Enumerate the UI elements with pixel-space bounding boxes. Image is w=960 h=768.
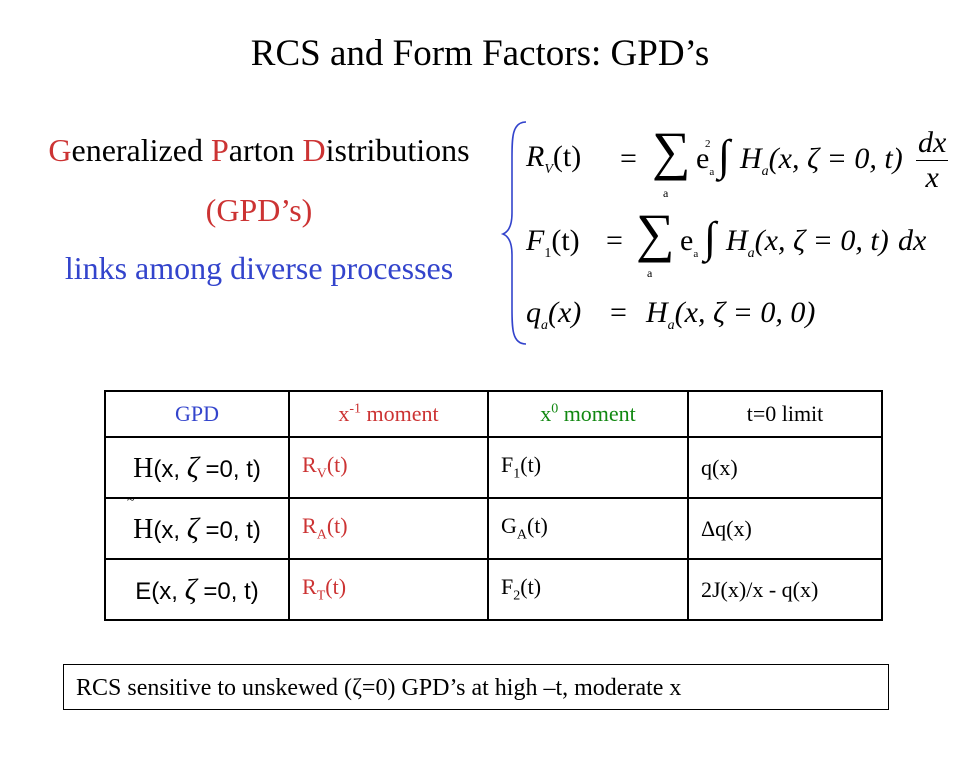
moments-table: GPD x-1 moment x0 moment t=0 limit H(x, … bbox=[104, 390, 883, 621]
table-row: H(x, ζ =0, t) RV(t) F1(t) q(x) bbox=[104, 436, 883, 499]
eq-rv-sum: ∑ bbox=[652, 124, 691, 178]
gpd-heading-g: G bbox=[48, 132, 72, 168]
eq-f1-dx: dx bbox=[898, 224, 927, 257]
eq-qa-equals: = bbox=[610, 296, 627, 329]
eq-qa-gpd: Ha(x, ζ = 0, 0) bbox=[646, 296, 816, 333]
links-text: links among diverse processes bbox=[64, 250, 454, 286]
gpd-heading-d: D bbox=[302, 132, 326, 168]
eq-f1-sum: ∑ bbox=[636, 203, 675, 263]
equation-f1: F1(t) bbox=[526, 224, 580, 261]
x-0-moment-cell: F2(t) bbox=[487, 558, 689, 621]
eq-rv-sum-index: a bbox=[663, 186, 669, 200]
gpd-cell: H(x, ζ =0, t) bbox=[104, 436, 290, 499]
eq-f1-equals: = bbox=[606, 224, 623, 257]
eq-rv-equals: = bbox=[620, 142, 637, 175]
t-zero-limit-cell: q(x) bbox=[687, 436, 883, 499]
gpd-abbreviation: (GPD’s) bbox=[205, 192, 313, 228]
t-zero-limit-cell: 2J(x)/x - q(x) bbox=[687, 558, 883, 621]
t-zero-limit-cell: Δq(x) bbox=[687, 497, 883, 560]
equation-qa: qa(x) bbox=[526, 296, 582, 333]
eq-rv-e-sub: a bbox=[709, 166, 715, 178]
eq-rv-integral: ∫ bbox=[718, 131, 731, 180]
eq-rv-e-sup: 2 bbox=[705, 138, 711, 150]
eq-f1-gpd: Ha(x, ζ = 0, t) bbox=[726, 224, 889, 261]
eq-rv-gpd: Ha(x, ζ = 0, t) bbox=[740, 142, 903, 179]
curly-brace-icon bbox=[500, 121, 527, 345]
header-x-minus-1-moment: x-1 moment bbox=[288, 390, 489, 438]
gpd-heading-p-rest: arton bbox=[228, 132, 303, 168]
eq-rv-sum-symbol: ∑ bbox=[652, 121, 691, 181]
tilde-mark: ~ bbox=[127, 493, 135, 508]
x-0-moment-cell: F1(t) bbox=[487, 436, 689, 499]
gpd-heading: Generalized Parton Distributions bbox=[14, 132, 504, 169]
page-title: RCS and Form Factors: GPD’s bbox=[250, 33, 710, 74]
x-minus-1-moment-cell: RV(t) bbox=[288, 436, 489, 499]
equation-rv: RV(t) bbox=[526, 140, 581, 178]
footer-note: RCS sensitive to unskewed (ζ=0) GPD’s at… bbox=[63, 664, 889, 710]
x-minus-1-moment-cell: RA(t) bbox=[288, 497, 489, 560]
eq-rv-charge: ea bbox=[696, 142, 714, 178]
eq-rv-arg: (t) bbox=[552, 140, 582, 173]
eq-f1-sum-index: a bbox=[647, 266, 653, 280]
gpd-heading-d-rest: istributions bbox=[325, 132, 470, 168]
gpd-cell: E(x, ζ =0, t) bbox=[104, 558, 290, 621]
header-t-zero-limit: t=0 limit bbox=[687, 390, 883, 438]
eq-rv-lhs: R bbox=[526, 140, 545, 173]
x-0-moment-cell: GA(t) bbox=[487, 497, 689, 560]
eq-f1-charge: ea bbox=[680, 224, 699, 260]
gpd-heading-g-rest: eneralized bbox=[71, 132, 211, 168]
table-row: ~ H(x, ζ =0, t) RA(t) GA(t) Δq(x) bbox=[104, 493, 883, 560]
x-minus-1-moment-cell: RT(t) bbox=[288, 558, 489, 621]
table-header-row: GPD x-1 moment x0 moment t=0 limit bbox=[104, 390, 883, 438]
gpd-heading-p: P bbox=[210, 132, 229, 168]
eq-rv-sub: V bbox=[544, 162, 553, 177]
eq-f1-integral: ∫ bbox=[704, 213, 717, 262]
eq-rv-fraction: dx x bbox=[916, 126, 949, 194]
header-gpd: GPD bbox=[104, 390, 290, 438]
table-row: E(x, ζ =0, t) RT(t) F2(t) 2J(x)/x - q(x) bbox=[104, 558, 883, 621]
gpd-cell: ~ H(x, ζ =0, t) bbox=[104, 493, 290, 560]
eq-rv-e: e bbox=[696, 142, 710, 175]
header-x-0-moment: x0 moment bbox=[487, 390, 689, 438]
